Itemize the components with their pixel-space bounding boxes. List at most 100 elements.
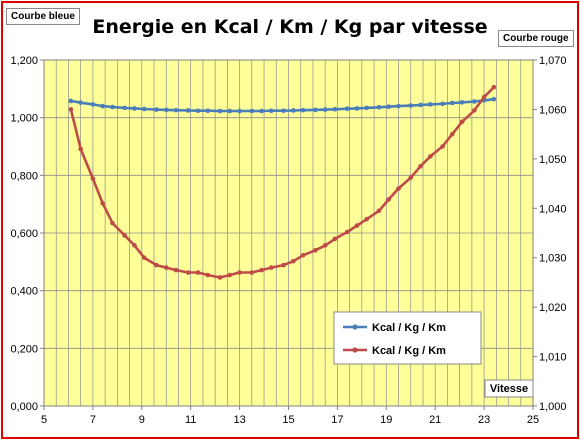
series-1-point [141,106,147,112]
y-left-tick-label: 0,200 [10,343,38,355]
series-1-point [269,108,274,114]
series-1-point [364,105,370,111]
series-1-point [205,108,211,114]
series-1-point [185,108,191,113]
x-tick-label: 21 [429,414,441,426]
x-tick-label: 5 [41,414,47,426]
x-tick-label: 11 [185,414,196,426]
series-2-point [459,119,465,125]
y-right-tick-label: 1,040 [539,203,567,215]
series-1-point [291,108,296,113]
y-left-tick-label: 0,400 [10,286,38,298]
series-1-point [122,105,127,111]
series-2-point [100,201,105,206]
series-1-point [259,108,264,114]
series-1-point [344,106,350,112]
legend-marker-2 [352,347,358,353]
series-2-point [440,144,445,149]
series-2-point [344,229,350,235]
x-tick-label: 25 [527,414,539,426]
series-1-point [78,100,83,105]
series-2-point [491,84,497,90]
y-right-tick-label: 1,070 [539,55,567,67]
x-tick-label: 13 [233,414,245,426]
series-2-point [322,243,328,248]
y-left-tick-label: 0,600 [10,228,38,240]
x-tick-label: 17 [331,414,343,426]
series-1-point [227,108,233,114]
series-2-point [173,267,179,273]
series-2-point [408,175,414,180]
x-tick-label: 9 [139,414,145,426]
series-1-point [440,101,445,107]
series-1-point [428,102,433,107]
series-1-point [68,98,74,104]
x-tick-label: 19 [380,414,392,426]
legend-box [333,311,482,365]
series-1-point [110,104,115,110]
series-1-point [386,104,392,110]
y-right-tick-label: 1,020 [539,302,567,314]
series-1-point [217,108,223,114]
series-2-point [396,186,401,191]
y-right-tick-label: 1,010 [539,352,567,364]
series-2-point [269,265,274,270]
series-2-point [110,220,115,226]
series-1-point [354,106,360,111]
series-2-point [163,265,169,270]
series-1-point [154,107,159,112]
legend-label-2: Kcal / Kg / Km [372,345,446,357]
series-2-point [90,176,96,181]
series-2-point [481,94,487,100]
series-1-point [491,96,497,102]
series-2-point [195,270,201,275]
series-1-point [163,107,169,113]
series-1-point [450,100,455,106]
series-2-point [418,163,423,169]
y-left-tick-label: 0,800 [10,170,38,182]
series-2-point [227,272,233,278]
series-2-point [450,131,455,137]
series-2-point [332,236,338,242]
series-1-point [459,100,465,105]
series-1-point [237,108,242,114]
series-2-point [122,233,127,238]
series-1-point [249,108,255,114]
series-2-point [386,197,392,202]
series-2-point [259,267,264,273]
series-2-point [428,154,433,159]
series-2-point [132,243,137,248]
series-2-point [185,270,191,275]
series-1-point [195,108,201,114]
x-axis-name: Vitesse [490,383,528,395]
series-2-point [472,108,477,113]
series-1-point [472,99,477,104]
series-2-point [205,272,211,278]
series-1-point [281,108,286,114]
series-2-point [313,248,318,253]
series-2-point [237,270,242,275]
right-axis-label: Courbe rouge [498,30,574,47]
series-1-point [300,107,306,113]
y-right-tick-label: 1,060 [539,104,567,116]
series-1-point [376,104,382,110]
series-1-point [396,103,401,109]
series-1-point [332,107,338,112]
legend-marker-1 [352,324,358,330]
series-1-point [173,107,179,113]
series-1-point [100,103,105,109]
series-2-point [291,258,296,264]
series-2-point [376,208,382,214]
left-axis-label: Courbe bleue [6,8,80,25]
x-tick-label: 23 [478,414,490,426]
series-1-point [313,107,318,113]
series-1-point [418,102,423,108]
y-left-tick-label: 1,000 [10,113,38,125]
series-2-point [281,262,286,268]
series-1-point [90,102,96,107]
series-1-point [132,106,137,111]
series-2-point [364,216,370,222]
series-2-point [217,275,223,280]
series-1-point [322,107,328,112]
